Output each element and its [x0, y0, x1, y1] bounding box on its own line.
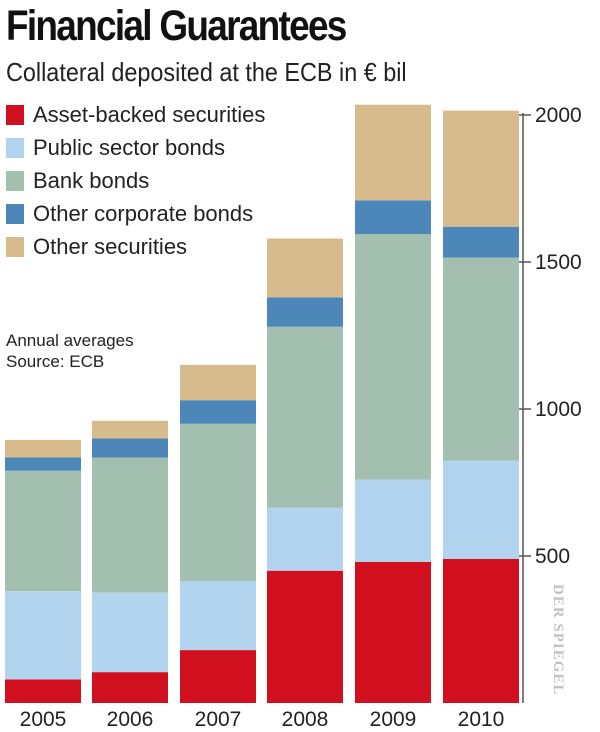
- bar-segment: [5, 439, 81, 458]
- legend-label: Public sector bonds: [33, 134, 225, 160]
- bar-segment: [443, 257, 519, 461]
- bar-segment: [355, 479, 431, 562]
- legend-item: Other securities: [6, 230, 265, 263]
- bar-segment: [443, 460, 519, 559]
- bar-segment: [443, 226, 519, 258]
- x-tick-label: 2005: [20, 708, 67, 731]
- bar-segment: [180, 423, 256, 581]
- bar-segment: [5, 591, 81, 680]
- bar-segment: [267, 297, 343, 327]
- bar-segment: [355, 200, 431, 235]
- bar-segment: [5, 470, 81, 592]
- bar-segment: [180, 400, 256, 424]
- bar-segment: [267, 507, 343, 571]
- legend-item: Other corporate bonds: [6, 197, 265, 230]
- chart-notes: Annual averages Source: ECB: [6, 330, 134, 372]
- legend-item: Public sector bonds: [6, 131, 265, 164]
- bar-segment: [180, 364, 256, 401]
- legend-swatch: [6, 104, 24, 125]
- bar-segment: [443, 110, 519, 227]
- bar-segment: [180, 650, 256, 703]
- x-tick-label: 2006: [107, 708, 154, 731]
- legend-label: Asset-backed securities: [33, 101, 266, 127]
- legend-item: Asset-backed securities: [6, 98, 265, 131]
- legend-swatch: [6, 236, 24, 257]
- bar-segment: [92, 438, 168, 458]
- bar-segment: [355, 561, 431, 703]
- bar-segment: [92, 457, 168, 593]
- legend-label: Other securities: [33, 233, 188, 259]
- bar-segment: [443, 558, 519, 703]
- legend: Asset-backed securities Public sector bon…: [6, 98, 265, 263]
- y-tick-label: 500: [535, 545, 570, 568]
- legend-label: Other corporate bonds: [33, 200, 254, 226]
- legend-item: Bank bonds: [6, 164, 265, 197]
- bar-segment: [267, 570, 343, 703]
- bar-segment: [92, 672, 168, 703]
- chart-title: Financial Guarantees: [6, 2, 347, 50]
- legend-swatch: [6, 203, 24, 224]
- bar-segment: [180, 581, 256, 651]
- bar-segment: [355, 234, 431, 480]
- bar-segment: [5, 457, 81, 471]
- x-tick-label: 2010: [458, 708, 505, 731]
- legend-swatch: [6, 170, 24, 191]
- x-tick-label: 2008: [282, 708, 329, 731]
- note-source: Source: ECB: [6, 352, 105, 371]
- y-tick-label: 1000: [535, 398, 582, 421]
- bar-segment: [355, 104, 431, 201]
- legend-label: Bank bonds: [33, 167, 150, 193]
- bar-segment: [267, 326, 343, 508]
- bar-segment: [92, 592, 168, 673]
- x-tick-label: 2007: [195, 708, 242, 731]
- y-tick-label: 1500: [535, 251, 582, 274]
- legend-swatch: [6, 137, 24, 158]
- x-tick-label: 2009: [370, 708, 417, 731]
- bar-segment: [92, 420, 168, 439]
- note-averages: Annual averages: [6, 331, 134, 350]
- bar-segment: [5, 679, 81, 703]
- bar-segment: [267, 238, 343, 298]
- chart-subtitle: Collateral deposited at the ECB in € bil: [6, 57, 407, 87]
- y-tick-label: 2000: [535, 104, 582, 127]
